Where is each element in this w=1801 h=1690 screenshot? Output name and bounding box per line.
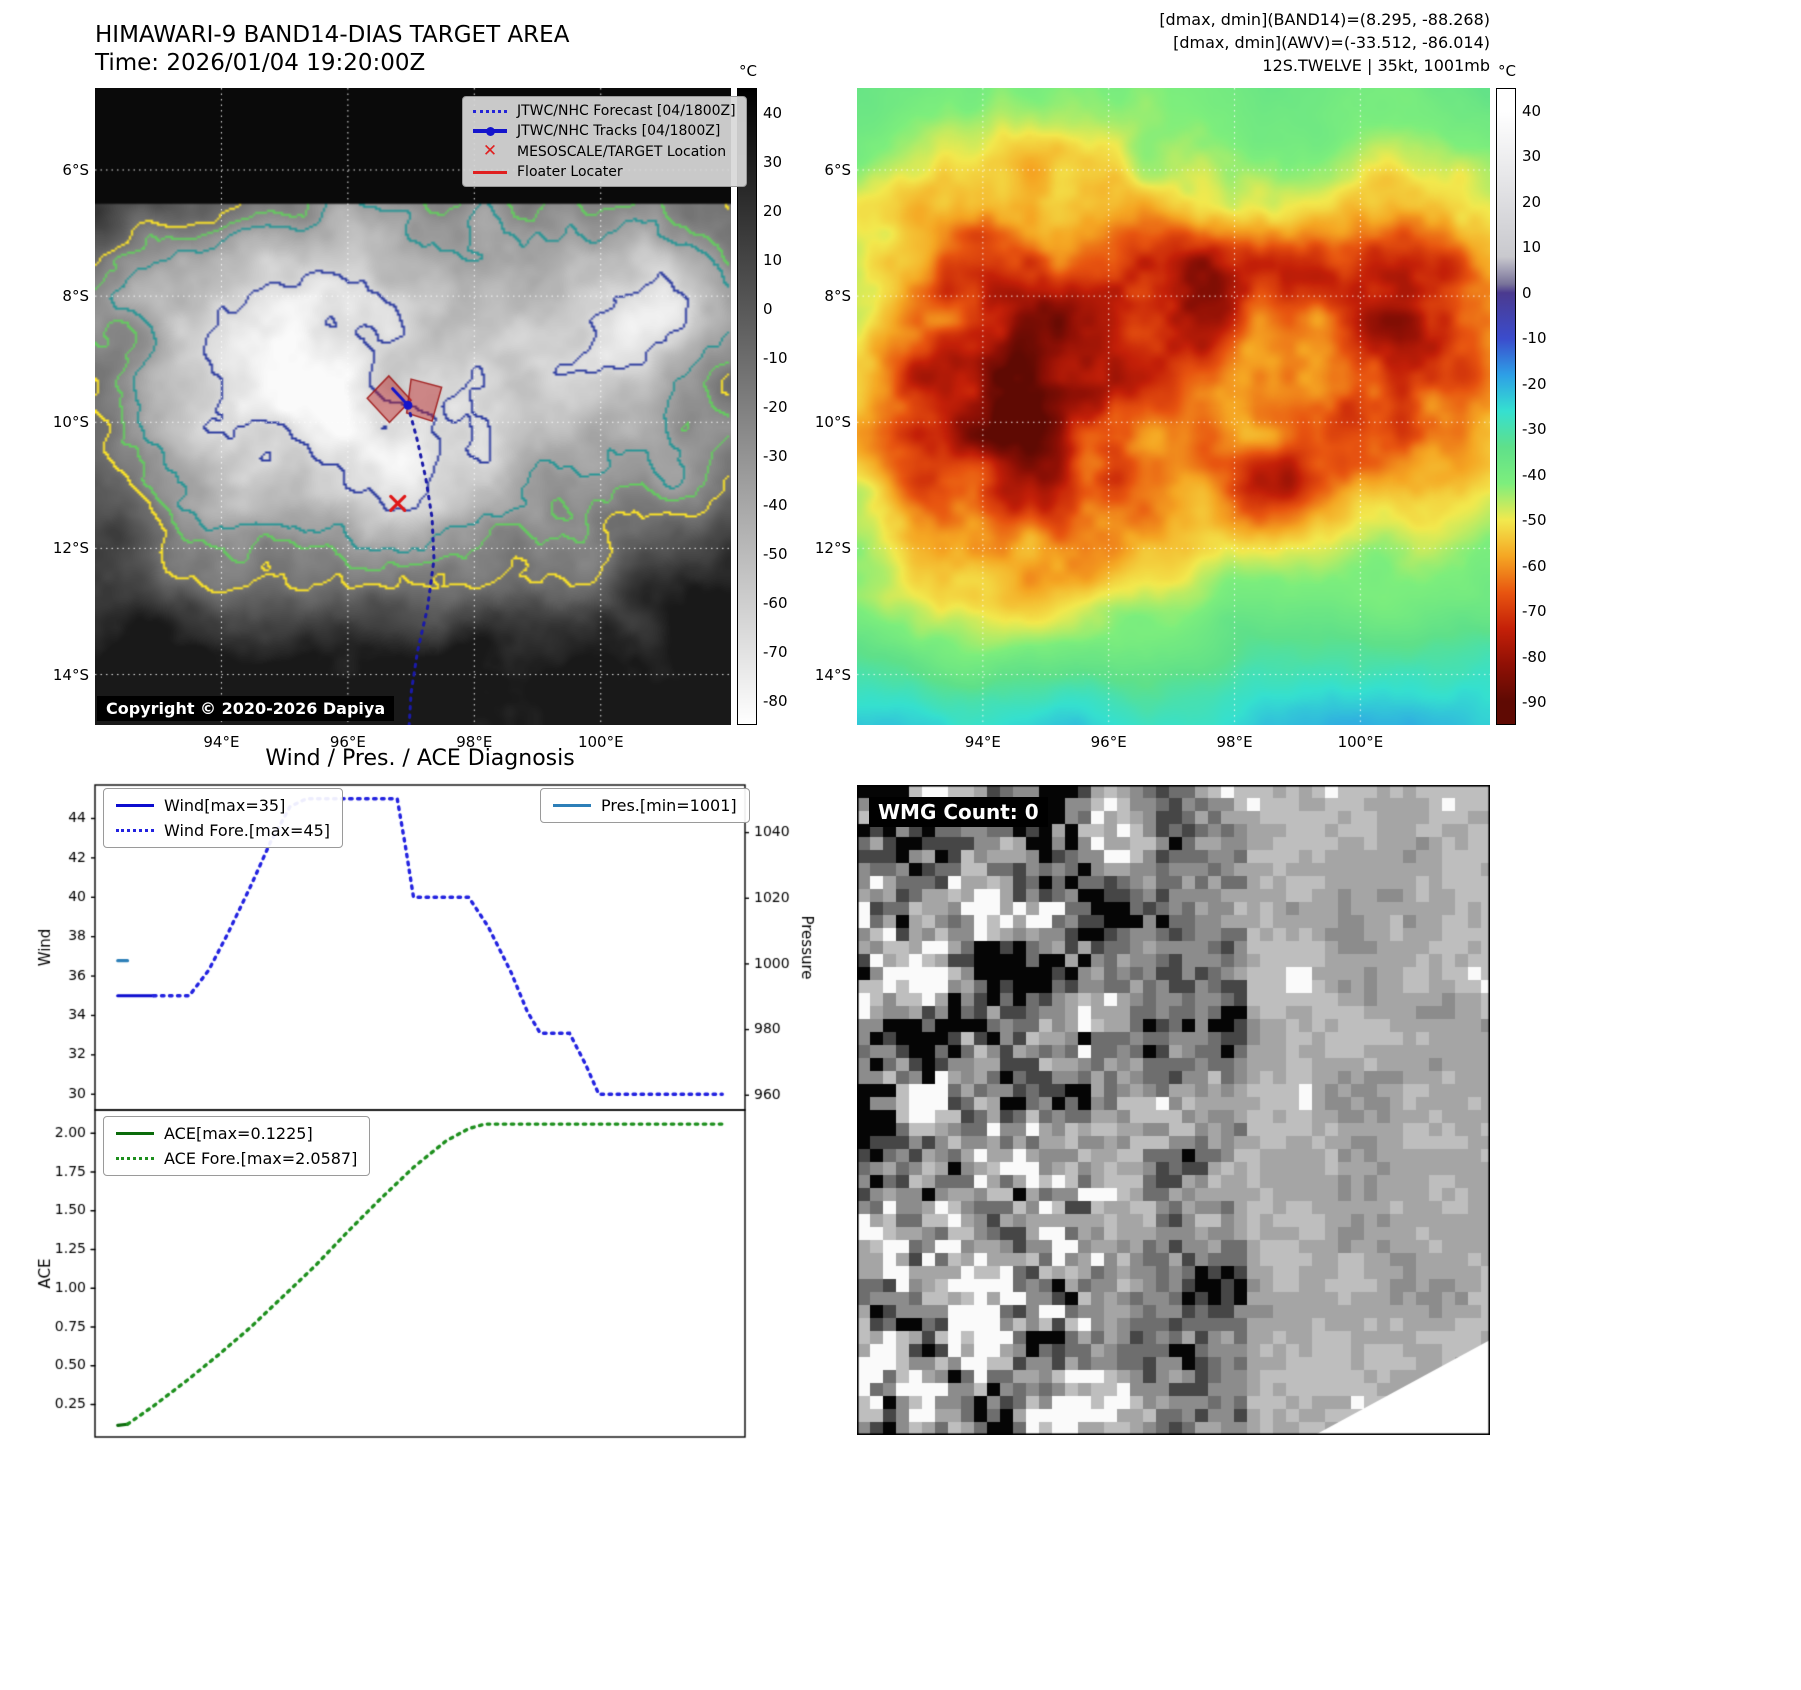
lat-tick-label: 12°S (814, 539, 851, 558)
colorbar-tick-label: 10 (1522, 238, 1542, 257)
wind-line-swatch (116, 804, 154, 807)
colorbar-tick-label: -20 (1522, 374, 1547, 393)
lat-tick-label: 10°S (52, 413, 89, 432)
legend-row-forecast: JTWC/NHC Forecast [04/1800Z] (473, 103, 736, 119)
colorbar-tick-label: -30 (1522, 420, 1547, 439)
wind-forecast-line-swatch (116, 829, 154, 832)
pressure-legend: Pres.[min=1001] (540, 788, 750, 823)
colorbar-tick-label: -60 (1522, 556, 1547, 575)
lon-tick-label: 96°E (1090, 733, 1127, 751)
floater-line-swatch (473, 170, 507, 174)
colorbar-tick-label: 30 (1522, 147, 1542, 166)
colorbar-tick-label: -60 (763, 593, 788, 612)
wmg-count-label: WMG Count: 0 (869, 797, 1048, 827)
colorbar-tick-label: -70 (763, 642, 788, 661)
pressure-line-swatch (553, 804, 591, 807)
colorbar-tick-label: -50 (763, 544, 788, 563)
track-dot-icon (485, 126, 495, 136)
colorbar-tick-label: -30 (763, 446, 788, 465)
awv-colorbar (1496, 88, 1516, 725)
forecast-line-swatch (473, 109, 507, 113)
colorbar-tick-label: -90 (1522, 693, 1547, 712)
ace-forecast-line-swatch (116, 1157, 154, 1160)
legend-label-floater: Floater Locater (517, 164, 623, 180)
legend-label-forecast: JTWC/NHC Forecast [04/1800Z] (517, 103, 736, 119)
ace-legend: ACE[max=0.1225] ACE Fore.[max=2.0587] (103, 1116, 371, 1176)
colorbar-tick-label: -10 (1522, 329, 1547, 348)
wind-legend-label: Wind[max=35] (164, 796, 286, 815)
lon-tick-label: 96°E (329, 733, 366, 751)
legend-row-ace-forecast: ACE Fore.[max=2.0587] (116, 1149, 357, 1168)
legend-row-floater: Floater Locater (473, 164, 736, 180)
band14-colorbar (737, 88, 757, 725)
storm-info-text: 12S.TWELVE | 35kt, 1001mb (1262, 56, 1490, 75)
colorbar-tick-label: 30 (763, 152, 783, 171)
legend-row-ace: ACE[max=0.1225] (116, 1124, 357, 1143)
band14-colorbar-unit: °C (739, 62, 757, 80)
legend-row-pressure: Pres.[min=1001] (553, 796, 737, 815)
ace-legend-label: ACE[max=0.1225] (164, 1124, 313, 1143)
legend-label-target: MESOSCALE/TARGET Location (517, 143, 727, 160)
diagnosis-title: Wind / Pres. / ACE Diagnosis (265, 746, 575, 771)
colorbar-tick-label: 0 (1522, 283, 1532, 302)
diagnosis-charts (20, 772, 820, 1452)
lon-tick-label: 100°E (1337, 733, 1384, 751)
lat-tick-label: 6°S (62, 160, 89, 179)
colorbar-tick-label: -10 (763, 348, 788, 367)
legend-row-wind-forecast: Wind Fore.[max=45] (116, 821, 330, 840)
copyright-text: Copyright © 2020-2026 Dapiya (97, 696, 395, 721)
colorbar-tick-label: 20 (763, 201, 783, 220)
lat-tick-label: 14°S (814, 665, 851, 684)
x-marker-icon: ✕ (482, 141, 498, 161)
colorbar-tick-label: -80 (1522, 647, 1547, 666)
wmg-map (857, 785, 1490, 1435)
colorbar-tick-label: 40 (1522, 101, 1542, 120)
legend-row-target: ✕ MESOSCALE/TARGET Location (473, 143, 736, 160)
colorbar-tick-label: -40 (1522, 465, 1547, 484)
band14-satellite-map (95, 88, 731, 725)
colorbar-tick-label: 20 (1522, 192, 1542, 211)
pressure-legend-label: Pres.[min=1001] (601, 796, 737, 815)
awv-satellite-map (857, 88, 1490, 725)
legend-label-tracks: JTWC/NHC Tracks [04/1800Z] (517, 123, 721, 139)
colorbar-tick-label: -40 (763, 495, 788, 514)
lat-tick-label: 12°S (52, 539, 89, 558)
band14-title: HIMAWARI-9 BAND14-DIAS TARGET AREA (95, 22, 570, 48)
colorbar-tick-label: -80 (763, 691, 788, 710)
colorbar-tick-label: 10 (763, 250, 783, 269)
wind-forecast-legend-label: Wind Fore.[max=45] (164, 821, 330, 840)
awv-header: [dmax, dmin](BAND14)=(8.295, -88.268) [d… (1159, 8, 1490, 77)
lat-tick-label: 10°S (814, 413, 851, 432)
ace-line-swatch (116, 1132, 154, 1135)
wind-legend: Wind[max=35] Wind Fore.[max=45] (103, 788, 343, 848)
track-line-swatch (473, 126, 507, 136)
colorbar-tick-label: 0 (763, 299, 773, 318)
colorbar-tick-label: 40 (763, 103, 783, 122)
lon-tick-label: 98°E (1216, 733, 1253, 751)
map1-legend: JTWC/NHC Forecast [04/1800Z] JTWC/NHC Tr… (462, 96, 747, 187)
colorbar-tick-label: -20 (763, 397, 788, 416)
lon-tick-label: 100°E (577, 733, 624, 751)
awv-colorbar-unit: °C (1498, 62, 1516, 80)
lon-tick-label: 94°E (203, 733, 240, 751)
lat-tick-label: 8°S (824, 287, 851, 306)
band14-time: Time: 2026/01/04 19:20:00Z (95, 50, 426, 76)
lon-tick-label: 94°E (964, 733, 1001, 751)
ace-forecast-legend-label: ACE Fore.[max=2.0587] (164, 1149, 358, 1168)
legend-row-wind: Wind[max=35] (116, 796, 330, 815)
dmax-dmin-awv-text: [dmax, dmin](AWV)=(-33.512, -86.014) (1173, 33, 1490, 52)
lat-tick-label: 8°S (62, 287, 89, 306)
colorbar-tick-label: -70 (1522, 602, 1547, 621)
lat-tick-label: 6°S (824, 160, 851, 179)
lat-tick-label: 14°S (52, 665, 89, 684)
lon-tick-label: 98°E (456, 733, 493, 751)
legend-row-tracks: JTWC/NHC Tracks [04/1800Z] (473, 123, 736, 139)
colorbar-tick-label: -50 (1522, 511, 1547, 530)
dmax-dmin-band14-text: [dmax, dmin](BAND14)=(8.295, -88.268) (1159, 10, 1490, 29)
